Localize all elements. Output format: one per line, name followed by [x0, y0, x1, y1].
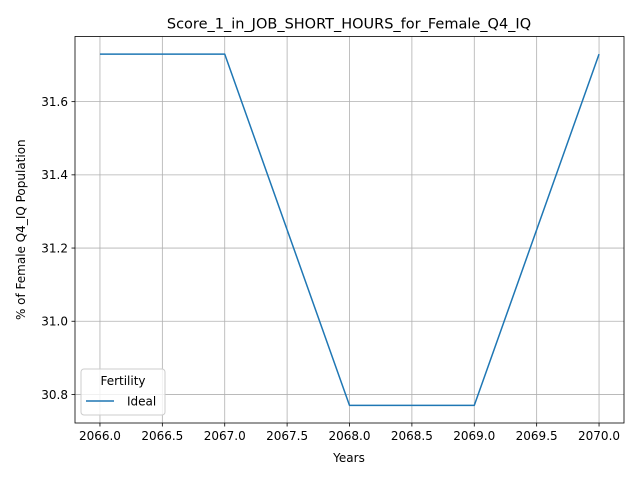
y-tick-label: 31.4: [41, 168, 68, 182]
x-axis-ticks: 2066.0 2066.5 2067.0 2067.5 2068.0 2068.5 2069…: [79, 423, 620, 443]
x-tick-label: 2067.0: [204, 429, 246, 443]
y-axis-ticks: 30.8 31.0 31.2 31.4 31.6: [41, 95, 75, 402]
chart-title: Score_1_in_JOB_SHORT_HOURS_for_Female_Q4…: [167, 17, 531, 33]
legend-label-ideal: Ideal: [127, 395, 156, 409]
grid-lines: [75, 36, 624, 423]
legend-title: Fertility: [100, 374, 145, 388]
y-tick-label: 31.0: [41, 315, 68, 329]
x-tick-label: 2066.5: [141, 429, 183, 443]
y-tick-label: 31.2: [41, 241, 68, 255]
x-tick-label: 2069.5: [516, 429, 558, 443]
y-tick-label: 31.6: [41, 95, 68, 109]
x-axis-label: Years: [332, 451, 365, 465]
x-tick-label: 2066.0: [79, 429, 121, 443]
y-axis-label: % of Female Q4_IQ Population: [14, 139, 28, 320]
y-tick-label: 30.8: [41, 388, 68, 402]
x-tick-label: 2067.5: [266, 429, 308, 443]
x-tick-label: 2069.0: [453, 429, 495, 443]
series-layer: [99, 53, 600, 407]
series-line-ideal: [99, 53, 600, 407]
x-tick-label: 2068.0: [329, 429, 371, 443]
legend: Fertility Ideal: [80, 368, 166, 416]
legend-box: [80, 368, 166, 416]
x-tick-label: 2070.0: [578, 429, 620, 443]
x-tick-label: 2068.5: [391, 429, 433, 443]
